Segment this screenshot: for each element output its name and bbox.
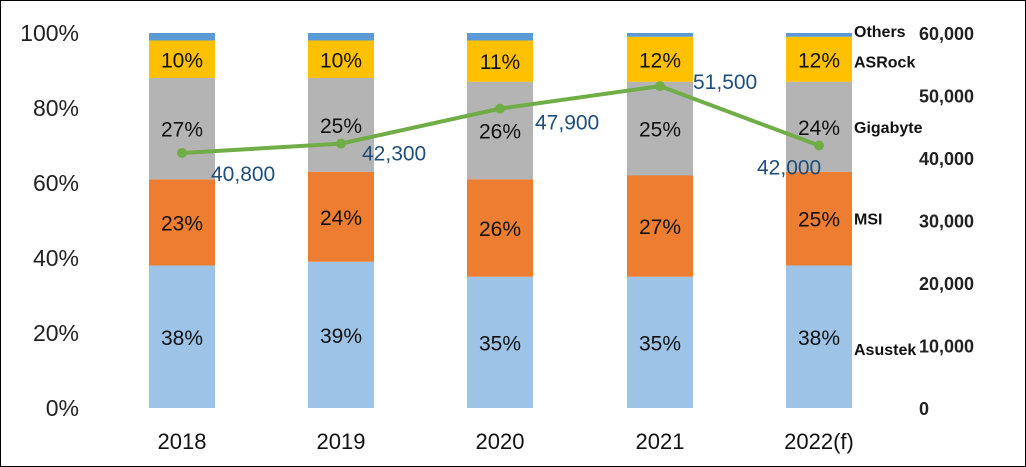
line-label-2020: 47,900 [535, 112, 599, 135]
line-point-2019 [336, 138, 346, 149]
legend-asustek: Asustek [854, 342, 916, 359]
bar-label-msi-2021: 27% [639, 216, 681, 239]
x-tick-1: 2019 [317, 429, 366, 454]
line-point-2020 [495, 103, 505, 114]
x-tick-0: 2018 [158, 429, 207, 454]
bar-label-gigabyte-2022(f): 24% [798, 117, 840, 140]
bar-label-msi-2019: 24% [320, 207, 362, 230]
bar-label-asustek-2022(f): 38% [798, 327, 840, 350]
bar-gigabyte-2019 [308, 78, 374, 172]
line-label-2018: 40,800 [211, 163, 275, 186]
bar-msi-2021 [627, 175, 693, 277]
y-right-tick-5: 50,000 [919, 87, 974, 107]
bar-asustek-2018 [149, 265, 215, 408]
y-right-tick-6: 60,000 [919, 24, 974, 44]
bar-asustek-2022(f) [786, 265, 852, 408]
y-right-tick-1: 10,000 [919, 337, 974, 357]
line-point-2021 [655, 81, 665, 92]
bar-asrock-2021 [627, 36, 693, 82]
y-right-tick-4: 40,000 [919, 149, 974, 169]
x-tick-3: 2021 [636, 429, 685, 454]
line-label-2022(f): 42,000 [757, 157, 821, 180]
y-left-tick-0: 0% [46, 395, 79, 421]
line-point-2022(f) [814, 140, 824, 151]
y-right-tick-0: 0 [919, 399, 929, 419]
y-right-tick-3: 30,000 [919, 212, 974, 232]
x-tick-2: 2020 [476, 429, 525, 454]
bar-label-asustek-2021: 35% [639, 332, 681, 355]
bar-asrock-2018 [149, 40, 215, 78]
bar-others-2018 [149, 33, 215, 41]
bar-label-asrock-2020: 11% [480, 51, 520, 74]
bar-asrock-2022(f) [786, 36, 852, 82]
bar-label-asustek-2018: 38% [161, 327, 203, 350]
bar-label-msi-2020: 26% [479, 218, 521, 241]
bar-label-gigabyte-2019: 25% [320, 115, 362, 138]
bar-msi-2019 [308, 171, 374, 262]
bar-label-asrock-2018: 10% [161, 49, 203, 72]
bar-label-gigabyte-2018: 27% [161, 119, 203, 142]
bar-others-2020 [467, 33, 533, 41]
bar-label-asustek-2020: 35% [479, 332, 521, 355]
bar-label-gigabyte-2020: 26% [479, 121, 521, 144]
bar-asustek-2019 [308, 261, 374, 408]
bar-others-2021 [627, 33, 693, 37]
bar-msi-2018 [149, 179, 215, 266]
x-tick-4: 2022(f) [784, 429, 854, 454]
legend-others: Others [854, 24, 906, 41]
legend-msi: MSI [854, 212, 882, 229]
bar-others-2019 [308, 33, 374, 41]
bar-gigabyte-2021 [627, 81, 693, 176]
legend-asrock: ASRock [854, 54, 915, 71]
bar-asrock-2019 [308, 40, 374, 78]
bar-label-asrock-2019: 10% [320, 49, 362, 72]
bar-gigabyte-2022(f) [786, 81, 852, 172]
y-left-tick-2: 40% [33, 245, 79, 271]
y-left-tick-5: 100% [20, 20, 79, 46]
bar-asustek-2021 [627, 276, 693, 408]
line-label-2021: 51,500 [693, 71, 757, 94]
line-point-2018 [177, 148, 187, 158]
bar-asustek-2020 [467, 276, 533, 408]
bar-msi-2020 [467, 179, 533, 277]
legend-gigabyte: Gigabyte [854, 120, 923, 137]
bar-gigabyte-2018 [149, 78, 215, 180]
line-label-2019: 42,300 [362, 143, 426, 166]
bar-gigabyte-2020 [467, 81, 533, 180]
bar-label-gigabyte-2021: 25% [639, 119, 681, 142]
bar-msi-2022(f) [786, 171, 852, 266]
y-left-tick-4: 80% [33, 95, 79, 121]
y-left-tick-1: 20% [33, 320, 79, 346]
bar-label-msi-2018: 23% [161, 212, 203, 235]
y-left-tick-3: 60% [33, 170, 79, 196]
bar-label-asrock-2021: 12% [639, 49, 681, 72]
bar-label-asrock-2022(f): 12% [798, 49, 840, 72]
bar-label-msi-2022(f): 25% [798, 209, 840, 232]
bar-others-2022(f) [786, 33, 852, 37]
bar-asrock-2020 [467, 40, 533, 82]
bar-label-asustek-2019: 39% [320, 325, 362, 348]
y-right-tick-2: 20,000 [919, 274, 974, 294]
